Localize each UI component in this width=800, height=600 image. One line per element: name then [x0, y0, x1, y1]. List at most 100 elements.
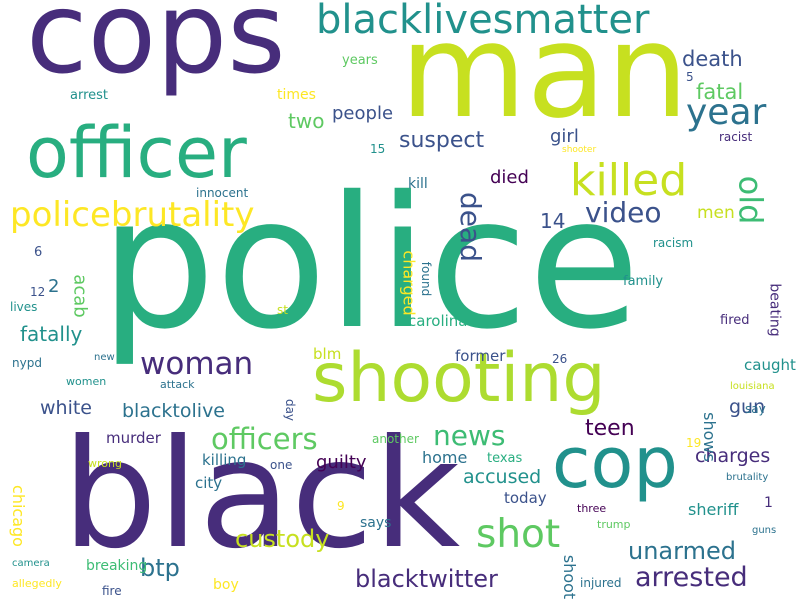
word-dead: dead — [453, 192, 487, 262]
word-st: st — [277, 303, 288, 317]
word-news: news — [433, 419, 506, 452]
word-killing: killing — [202, 451, 247, 469]
word-new: new — [94, 352, 115, 363]
word-custody: custody — [235, 525, 330, 553]
word-texas: texas — [487, 451, 523, 466]
word-injured: injured — [580, 576, 622, 590]
word-louisiana: louisiana — [730, 381, 775, 392]
word-15: 15 — [370, 142, 386, 156]
word-suspect: suspect — [399, 128, 485, 153]
word-blacklivesmatter: blacklivesmatter — [316, 0, 650, 43]
word-attack: attack — [160, 378, 195, 391]
word-accused: accused — [463, 466, 542, 488]
word-acab: acab — [69, 273, 91, 318]
word-innocent: innocent — [196, 186, 249, 200]
word-wrong: wrong — [88, 457, 122, 470]
word-14: 14 — [540, 209, 566, 233]
word-charged: charged — [399, 249, 419, 316]
word-9: 9 — [337, 499, 345, 513]
word-two: two — [288, 109, 325, 133]
word-1: 1 — [764, 495, 773, 511]
word-fired: fired — [720, 313, 750, 328]
word-city: city — [195, 474, 223, 492]
word-5: 5 — [686, 70, 694, 84]
word-old: old — [730, 175, 769, 224]
word-years: years — [342, 53, 378, 68]
word-one: one — [270, 458, 293, 472]
word-guilty: guilty — [316, 452, 367, 473]
word-nypd: nypd — [12, 356, 42, 370]
word-day: day — [283, 398, 298, 422]
word-chicago: chicago — [8, 485, 28, 547]
word-lives: lives — [10, 300, 38, 314]
word-murder: murder — [106, 429, 161, 447]
word-btp: btp — [140, 554, 180, 582]
word-blacktolive: blacktolive — [122, 400, 225, 422]
word-blacktwitter: blacktwitter — [355, 565, 498, 593]
word-carolina: carolina — [408, 312, 468, 330]
word-shooter: shooter — [562, 145, 597, 155]
word-trump: trump — [597, 518, 631, 531]
word-6: 6 — [34, 245, 43, 260]
word-officers: officers — [211, 422, 318, 456]
word-girl: girl — [550, 126, 579, 147]
word-family: family — [623, 274, 664, 289]
word-white: white — [40, 397, 92, 419]
word-policebrutality: policebrutality — [10, 195, 255, 235]
word-kill: kill — [408, 176, 428, 192]
word-another: another — [372, 432, 419, 446]
word-fire: fire — [102, 584, 122, 598]
word-boy: boy — [213, 577, 239, 593]
word-2: 2 — [48, 276, 60, 297]
word-men: men — [697, 203, 735, 223]
word-killed: killed — [570, 155, 688, 206]
word-times: times — [277, 87, 316, 103]
word-allegedly: allegedly — [12, 577, 62, 590]
word-says: says — [360, 515, 392, 531]
word-cop: cop — [552, 422, 678, 504]
word-died: died — [490, 167, 529, 188]
word-year: year — [686, 92, 767, 133]
word-brutality: brutality — [726, 472, 769, 483]
word-cops: cops — [26, 0, 286, 99]
word-racist: racist — [719, 130, 753, 144]
word-today: today — [504, 489, 547, 507]
word-fatal: fatal — [696, 80, 744, 104]
word-shows: shows — [699, 412, 719, 462]
word-shot: shot — [476, 512, 561, 557]
word-home: home — [422, 448, 468, 467]
word-shoot: shoot — [560, 554, 580, 600]
word-fatally: fatally — [20, 322, 83, 346]
word-death: death — [682, 47, 743, 71]
word-camera: camera — [12, 558, 50, 569]
word-teen: teen — [585, 416, 635, 441]
word-racism: racism — [653, 236, 694, 250]
word-say: say — [745, 402, 766, 416]
word-19: 19 — [686, 436, 702, 450]
word-blm: blm — [313, 345, 342, 363]
word-woman: woman — [140, 346, 254, 382]
word-black: black — [62, 408, 461, 582]
word-beating: beating — [766, 282, 783, 337]
word-unarmed: unarmed — [628, 537, 736, 565]
word-gun: gun — [729, 396, 766, 418]
word-guns: guns — [752, 525, 777, 536]
word-women: women — [66, 375, 107, 388]
word-police: police — [100, 157, 641, 369]
word-officer: officer — [26, 112, 247, 194]
word-caught: caught — [744, 356, 796, 374]
word-three: three — [577, 502, 607, 515]
word-breaking: breaking — [86, 558, 148, 574]
word-people: people — [332, 103, 394, 124]
word-video: video — [585, 196, 662, 229]
word-found: found — [419, 261, 434, 297]
word-charges: charges — [695, 445, 771, 467]
word-sheriff: sheriff — [688, 500, 739, 519]
word-shooting: shooting — [312, 339, 606, 418]
word-12: 12 — [30, 285, 46, 299]
word-man: man — [400, 0, 689, 147]
word-former: former — [455, 347, 506, 365]
word-arrested: arrested — [635, 562, 748, 593]
word-arrest: arrest — [70, 88, 109, 103]
